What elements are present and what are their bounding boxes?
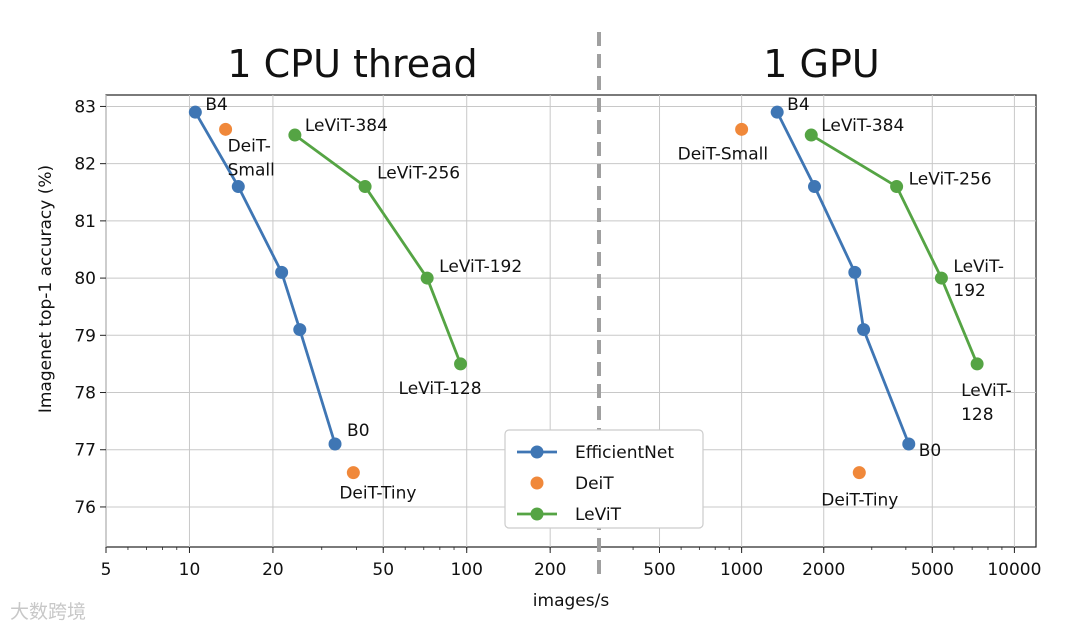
legend: EfficientNet DeiT LeViT: [504, 429, 704, 529]
y-tick-label: 76: [74, 498, 96, 518]
data-label: LeViT-192: [439, 257, 522, 277]
panel-title: 1 GPU: [763, 42, 879, 86]
data-point-levit: [934, 271, 948, 285]
legend-box: [504, 429, 704, 529]
legend-entry: EfficientNet: [575, 443, 674, 463]
data-point-efficientnet: [293, 323, 307, 337]
legend-swatch-marker: [530, 445, 544, 459]
data-point-levit: [890, 180, 904, 194]
panel-title: 1 CPU thread: [227, 42, 477, 86]
series-line-levit: [810, 133, 979, 365]
data-label: LeViT-384: [821, 116, 904, 136]
data-point-deit: [219, 122, 233, 136]
data-label: LeViT-: [961, 381, 1012, 401]
x-tick-label: 200: [534, 560, 566, 580]
data-point-efficientnet: [770, 105, 784, 119]
x-tick-label: 1000: [720, 560, 763, 580]
data-point-levit: [454, 357, 468, 371]
data-label: Small: [228, 160, 275, 180]
x-tick-label: 2000: [802, 560, 845, 580]
data-point-levit: [358, 180, 372, 194]
data-label: B0: [919, 441, 941, 461]
y-tick-label: 78: [74, 384, 96, 404]
x-tick-label: 5: [101, 560, 112, 580]
x-tick-label: 5000: [911, 560, 954, 580]
legend-swatch-marker: [530, 476, 544, 490]
watermark: 大数跨境: [10, 601, 87, 623]
x-tick-label: 10: [179, 560, 201, 580]
data-label: LeViT-256: [377, 164, 460, 184]
data-point-efficientnet: [857, 323, 871, 337]
y-tick-label: 77: [74, 441, 96, 461]
y-tick-label: 81: [74, 212, 96, 232]
data-point-deit: [852, 466, 866, 480]
legend-entry: DeiT: [575, 474, 614, 494]
data-point-efficientnet: [231, 180, 245, 194]
data-label: DeiT-Tiny: [339, 484, 416, 504]
data-point-efficientnet: [328, 437, 342, 451]
data-point-deit: [735, 122, 749, 136]
data-label: DeiT-: [228, 136, 271, 156]
y-tick-label: 82: [74, 155, 96, 175]
axes: 76 77 78 79 80 81 82 83 1 CPU thread 5 10 20 50 100 20…: [74, 32, 1041, 580]
data-point-deit: [346, 466, 360, 480]
data-point-efficientnet: [188, 105, 202, 119]
data-label: DeiT-Small: [678, 144, 768, 164]
legend-entry: LeViT: [575, 505, 622, 525]
data-point-efficientnet: [808, 180, 822, 194]
x-tick-label: 50: [372, 560, 394, 580]
data-label: LeViT-128: [399, 379, 482, 399]
data-point-levit: [804, 128, 818, 142]
data-label: LeViT-: [953, 257, 1004, 277]
data-point-efficientnet: [848, 265, 862, 279]
legend-swatch-marker: [530, 507, 544, 521]
data-point-levit: [420, 271, 434, 285]
x-tick-label: 500: [643, 560, 675, 580]
series: [188, 105, 984, 480]
data-label: B0: [347, 421, 369, 441]
data-label: B4: [205, 95, 227, 115]
data-label: 192: [953, 281, 985, 301]
grid: [105, 95, 1036, 547]
annotations: B4B0DeiT-SmallDeiT-TinyLeViT-384LeViT-25…: [205, 95, 1011, 510]
y-axis-label: Imagenet top-1 accuracy (%): [36, 165, 56, 413]
data-label: DeiT-Tiny: [821, 491, 898, 511]
data-label: LeViT-256: [909, 170, 992, 190]
y-tick-label: 79: [74, 326, 96, 346]
data-label: LeViT-384: [305, 116, 388, 136]
series-line-levit: [294, 133, 462, 365]
data-point-efficientnet: [275, 265, 289, 279]
data-point-levit: [970, 357, 984, 371]
data-label: B4: [787, 95, 809, 115]
x-axis-label: images/s: [533, 591, 610, 611]
data-label: 128: [961, 405, 993, 425]
x-tick-label: 100: [450, 560, 482, 580]
data-point-levit: [288, 128, 302, 142]
x-tick-label: 10000: [987, 560, 1041, 580]
data-point-efficientnet: [902, 437, 916, 451]
y-tick-label: 83: [74, 97, 96, 117]
y-tick-label: 80: [74, 269, 96, 289]
x-tick-label: 20: [262, 560, 284, 580]
